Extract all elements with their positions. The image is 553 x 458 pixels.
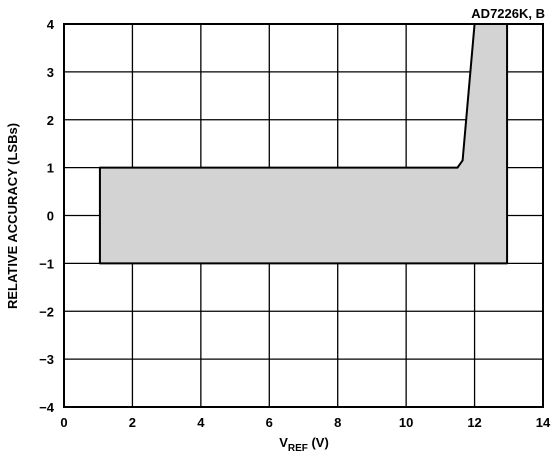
x-tick-label: 8	[334, 415, 341, 430]
y-tick-label: 1	[47, 161, 54, 176]
accuracy-region	[98, 23, 509, 265]
y-tick-label: 4	[47, 17, 55, 32]
y-tick-label: 3	[47, 65, 54, 80]
series-label: AD7226K, B	[471, 6, 545, 21]
x-tick-label: 6	[266, 415, 273, 430]
plot-frame	[63, 23, 544, 408]
y-tick-label: −2	[39, 304, 54, 319]
x-axis-title-main: V	[279, 435, 288, 450]
x-axis-title: VREF (V)	[279, 435, 329, 454]
x-tick-label: 14	[536, 415, 551, 430]
x-axis-ticks: 0 2 4 6 8 10 12 14	[60, 415, 551, 430]
x-axis-title-unit: (V)	[308, 435, 329, 450]
x-tick-label: 0	[60, 415, 67, 430]
x-axis-title-subscript: REF	[288, 443, 308, 454]
y-tick-label: 0	[47, 209, 54, 224]
y-tick-label: −3	[39, 352, 54, 367]
x-tick-label: 2	[129, 415, 136, 430]
y-axis-ticks: 4 3 2 1 0 −1 −2 −3 −4	[39, 17, 55, 415]
x-tick-label: 4	[197, 415, 205, 430]
y-tick-label: 2	[47, 113, 54, 128]
y-tick-label: −1	[39, 256, 54, 271]
x-tick-label: 10	[399, 415, 413, 430]
y-tick-label: −4	[39, 400, 55, 415]
x-tick-label: 12	[467, 415, 481, 430]
y-axis-title: RELATIVE ACCURACY (LSBs)	[5, 123, 20, 309]
